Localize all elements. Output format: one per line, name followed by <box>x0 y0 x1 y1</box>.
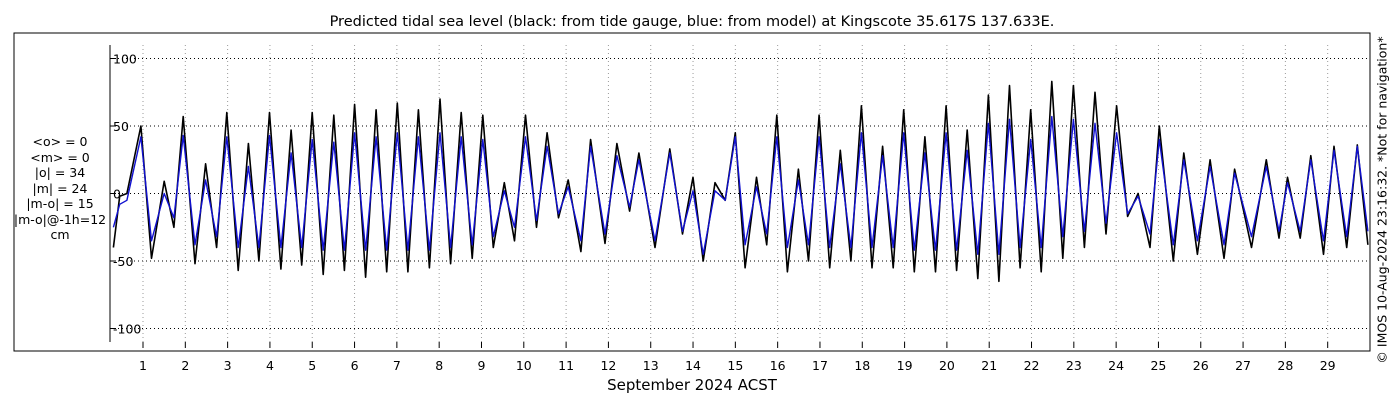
y-tick-label: 50 <box>113 119 129 134</box>
x-tick-label: 16 <box>770 358 786 373</box>
stat-mean-obs: <o> = 0 <box>32 134 88 149</box>
y-tick-label: 100 <box>113 52 137 67</box>
x-tick-label: 7 <box>393 358 401 373</box>
stat-abs-diff: |m-o| = 15 <box>26 196 94 211</box>
x-tick-label: 9 <box>478 358 486 373</box>
stat-abs-obs: |o| = 34 <box>34 165 86 180</box>
x-tick-label: 29 <box>1320 358 1336 373</box>
x-tick-label: 20 <box>939 358 955 373</box>
stats-panel: <o> = 0 <m> = 0 |o| = 34 |m| = 24 |m-o| … <box>8 134 112 243</box>
x-tick-label: 19 <box>897 358 913 373</box>
y-axis-ticks: 100 50 0 -50 -100 <box>110 52 141 337</box>
x-tick-label: 14 <box>685 358 701 373</box>
series-model-line <box>112 115 1369 256</box>
x-tick-label: 3 <box>224 358 232 373</box>
x-axis-label: September 2024 ACST <box>607 376 778 394</box>
x-grid <box>142 45 1329 342</box>
x-tick-label: 27 <box>1235 358 1251 373</box>
x-tick-label: 8 <box>435 358 443 373</box>
outer-frame <box>13 32 1371 352</box>
x-tick-label: 26 <box>1193 358 1209 373</box>
x-tick-label: 21 <box>981 358 997 373</box>
stat-mean-model: <m> = 0 <box>30 149 90 165</box>
x-tick-label: 10 <box>516 358 532 373</box>
x-tick-label: 12 <box>600 358 616 373</box>
stat-abs-model: |m| = 24 <box>32 180 88 196</box>
x-tick-label: 6 <box>351 358 359 373</box>
x-tick-label: 23 <box>1066 358 1082 373</box>
y-tick-label: -100 <box>113 322 141 337</box>
x-tick-label: 28 <box>1277 358 1293 373</box>
y-tick-label: 0 <box>113 187 121 202</box>
copyright-note: © IMOS 10-Aug-2024 23:16:32. *Not for na… <box>1374 36 1390 364</box>
stat-abs-diff-lag: |m-o|@-1h=12 <box>13 211 107 227</box>
x-tick-label: 24 <box>1108 358 1124 373</box>
x-tick-label: 5 <box>308 358 316 373</box>
chart-title: Predicted tidal sea level (black: from t… <box>330 14 1055 30</box>
x-tick-label: 18 <box>854 358 870 373</box>
series-tide-gauge-line <box>112 80 1369 283</box>
x-axis-ticks: 1 2 3 4 5 6 7 8 9 10 11 12 13 14 15 16 17 18 19 20 21 22 23 24 2… <box>139 342 1336 373</box>
x-tick-label: 22 <box>1024 358 1040 373</box>
x-tick-label: 4 <box>266 358 274 373</box>
x-tick-label: 1 <box>139 358 147 373</box>
x-tick-label: 15 <box>727 358 743 373</box>
stat-unit: cm <box>50 227 70 242</box>
series-layer <box>112 80 1369 283</box>
x-tick-label: 25 <box>1150 358 1166 373</box>
x-tick-label: 11 <box>558 358 574 373</box>
y-tick-label: -50 <box>113 254 133 269</box>
x-tick-label: 2 <box>181 358 189 373</box>
x-tick-label: 13 <box>643 358 659 373</box>
x-tick-label: 17 <box>812 358 828 373</box>
